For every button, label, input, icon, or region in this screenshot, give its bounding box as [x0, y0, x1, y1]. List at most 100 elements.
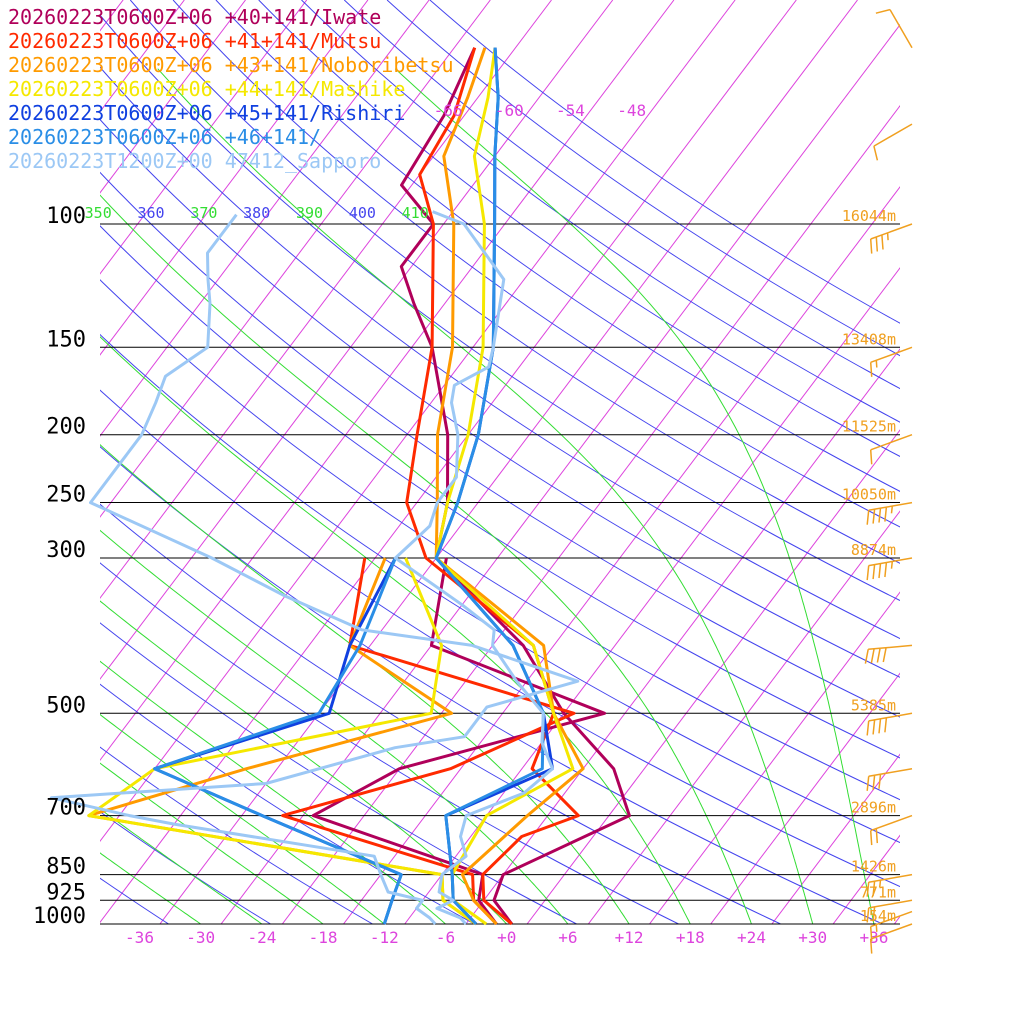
- legend-entry: 20260223T0600Z+06 +41+141/Mutsu: [8, 29, 381, 53]
- temperature-tick-label: -6: [436, 928, 455, 947]
- isotherm-label: -66: [434, 101, 463, 120]
- temperature-tick-label: +12: [615, 928, 644, 947]
- moist-adiabat-line: [100, 852, 201, 924]
- dry-adiabat-line: [301, 0, 900, 423]
- moist-adiabat-line: [100, 194, 752, 924]
- dry-adiabat-line: [172, 0, 900, 528]
- temperature-tick-label: -12: [370, 928, 399, 947]
- moist-adiabat-line: [394, 68, 875, 924]
- temperature-profile-line: [434, 47, 545, 926]
- isotherm-line: [100, 0, 308, 275]
- height-labels: 16044m 13408m 11525m 10050m 8874m 5385m 2896m 1…: [842, 207, 896, 925]
- theta-label: 400: [349, 204, 376, 222]
- isotherm-line: [404, 267, 900, 924]
- legend-entry: 20260223T0600Z+06 +44+141/Mashike: [8, 77, 405, 101]
- pressure-label: 100: [46, 204, 86, 229]
- wind-barb: [869, 923, 913, 954]
- temperature-tick-label: +18: [676, 928, 705, 947]
- height-label: 771m: [860, 883, 896, 901]
- moist-adiabat-line: [157, 68, 814, 924]
- pressure-label: 150: [46, 327, 86, 352]
- isotherm-line: [100, 0, 675, 761]
- isotherm-line: [893, 915, 900, 924]
- isotherm-line: [100, 0, 369, 356]
- dry-adiabat-line: [386, 0, 900, 357]
- dry-adiabat-line: [100, 622, 577, 924]
- isotherm-top-labels: -66 -60 -54 -48: [434, 101, 647, 120]
- temperature-tick-label: -24: [247, 928, 276, 947]
- legend-entry: 20260223T0600Z+06 +40+141/Iwate: [8, 5, 381, 29]
- isotherm-line: [832, 834, 900, 924]
- wind-barb: [866, 767, 913, 791]
- height-label: 1426m: [851, 858, 896, 876]
- isotherm-line: [100, 0, 246, 194]
- isotherm-line: [710, 672, 900, 924]
- dry-adiabat-line: [100, 503, 781, 924]
- dry-adiabat-line: [429, 0, 900, 324]
- dry-adiabat-line: [215, 0, 900, 492]
- isotherm-line: [771, 753, 900, 924]
- dry-adiabat-line: [258, 0, 900, 457]
- dry-adiabat-line: [100, 389, 900, 888]
- dry-adiabat-lines: [100, 0, 900, 924]
- isotherm-line: [526, 429, 900, 924]
- height-label: 2896m: [851, 799, 896, 817]
- dry-adiabat-line: [343, 0, 900, 390]
- temperature-tick-labels: -36 -30 -24 -18 -12 -6 +0 +6 +12 +18 +24 +30 +36: [125, 928, 888, 947]
- dewpoint-profile-line: [281, 557, 576, 926]
- theta-label: 370: [190, 204, 217, 222]
- temperature-tick-label: -36: [125, 928, 154, 947]
- temperature-profile-line: [399, 47, 631, 925]
- isotherm-line: [220, 23, 900, 924]
- isotherm-label: -60: [495, 101, 524, 120]
- moist-adiabat-line: [100, 762, 324, 924]
- legend-entry: 20260223T1200Z+00 47412_Sapporo: [8, 149, 381, 173]
- pressure-label: 500: [46, 693, 86, 718]
- height-label: 16044m: [842, 207, 896, 225]
- legend: 20260223T0600Z+06 +40+141/Iwate20260223T…: [8, 5, 454, 173]
- height-label: 154m: [860, 907, 896, 925]
- temperature-tick-label: -30: [186, 928, 215, 947]
- isotherm-line: [343, 186, 900, 924]
- legend-entry: 20260223T0600Z+06 +43+141/Noboribetsu: [8, 53, 454, 77]
- isotherm-label: -48: [617, 101, 646, 120]
- isotherm-line: [100, 0, 430, 437]
- dry-adiabat-line: [100, 683, 475, 924]
- temperature-profile-line: [405, 47, 580, 926]
- wind-barb: [869, 814, 913, 846]
- wind-barb: [866, 501, 913, 525]
- theta-label: 390: [296, 204, 323, 222]
- temperature-profile-line: [393, 210, 554, 926]
- temperature-tick-label: +6: [558, 928, 577, 947]
- pressure-label: 300: [46, 538, 86, 563]
- isotherm-line: [159, 0, 858, 924]
- theta-labels: 350 360 370 380 390 400 410: [85, 204, 429, 222]
- moist-adiabat-line: [100, 444, 630, 924]
- pressure-label: 200: [46, 415, 86, 440]
- wind-barb: [866, 873, 913, 897]
- wind-barb: [869, 433, 913, 465]
- isotherm-label: -54: [556, 101, 585, 120]
- isotherm-line: [0, 0, 1, 924]
- legend-entry: 20260223T0600Z+06 +46+141/: [8, 125, 321, 149]
- wind-barb: [866, 557, 913, 581]
- wind-barbs: [864, 8, 913, 954]
- isotherm-line: [100, 0, 491, 518]
- temperature-tick-label: +0: [497, 928, 516, 947]
- wind-barb: [864, 644, 913, 664]
- dry-adiabat-line: [100, 66, 900, 640]
- theta-label: 360: [137, 204, 164, 222]
- temperature-tick-label: -18: [309, 928, 338, 947]
- temperature-tick-label: +24: [737, 928, 766, 947]
- theta-label: 410: [402, 204, 429, 222]
- temperature-tick-label: +30: [798, 928, 827, 947]
- moist-adiabat-line: [100, 660, 446, 924]
- dewpoint-profile-line: [49, 213, 580, 926]
- dry-adiabat-line: [100, 225, 900, 759]
- isotherm-line: [100, 0, 552, 599]
- moist-adiabat-line: [100, 713, 385, 924]
- height-label: 8874m: [851, 541, 896, 559]
- height-label: 10050m: [842, 486, 896, 504]
- pressure-label: 700: [46, 796, 86, 821]
